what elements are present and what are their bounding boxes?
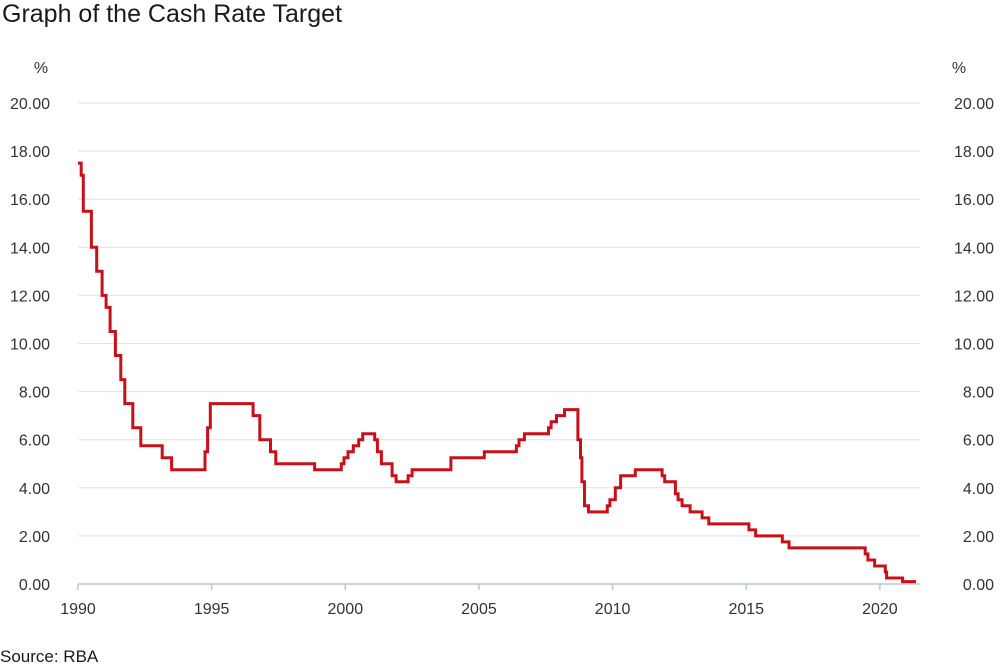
- x-tick-label: 2020: [862, 601, 898, 618]
- y-tick-label-left: 4.00: [19, 481, 50, 498]
- x-tick-label: 1995: [194, 601, 230, 618]
- y-tick-label-left: 16.00: [10, 192, 50, 209]
- y-tick-label-left: 10.00: [10, 337, 50, 354]
- y-tick-label-left: 2.00: [19, 529, 50, 546]
- y-tick-label-right: 12.00: [954, 288, 994, 305]
- y-unit-label-right: %: [952, 60, 966, 77]
- y-tick-label-right: 18.00: [954, 144, 994, 161]
- y-unit-label-left: %: [34, 60, 48, 77]
- y-tick-label-left: 12.00: [10, 288, 50, 305]
- y-tick-label-left: 6.00: [19, 433, 50, 450]
- x-tick-label: 2000: [328, 601, 364, 618]
- y-tick-label-right: 6.00: [963, 433, 994, 450]
- axes: [77, 583, 920, 590]
- chart-title: Graph of the Cash Rate Target: [2, 0, 343, 28]
- y-tick-label-right: 8.00: [963, 385, 994, 402]
- cash-rate-line: [78, 161, 916, 584]
- y-tick-label-right: 16.00: [954, 192, 994, 209]
- y-tick-label-left: 18.00: [10, 144, 50, 161]
- y-tick-label-right: 4.00: [963, 481, 994, 498]
- y-tick-label-left: 14.00: [10, 240, 50, 257]
- x-tick-label: 2015: [728, 601, 764, 618]
- y-tick-label-left: 20.00: [10, 96, 50, 113]
- y-tick-label-right: 2.00: [963, 529, 994, 546]
- x-tick-label: 2005: [461, 601, 497, 618]
- y-tick-label-left: 8.00: [19, 385, 50, 402]
- source-note: Source: RBA: [0, 647, 99, 666]
- x-tick-label: 1990: [60, 601, 96, 618]
- tick-labels: 0.00 0.00 2.00 2.00 4.00 4.00 6.00 6.00 8.00 8.00…: [10, 60, 994, 618]
- y-tick-label-left: 0.00: [19, 577, 50, 594]
- y-tick-label-right: 0.00: [963, 577, 994, 594]
- y-tick-label-right: 10.00: [954, 337, 994, 354]
- y-tick-label-right: 14.00: [954, 240, 994, 257]
- x-tick-label: 2010: [595, 601, 631, 618]
- series-layer: [78, 161, 916, 584]
- y-tick-label-right: 20.00: [954, 96, 994, 113]
- gridlines: [78, 102, 920, 537]
